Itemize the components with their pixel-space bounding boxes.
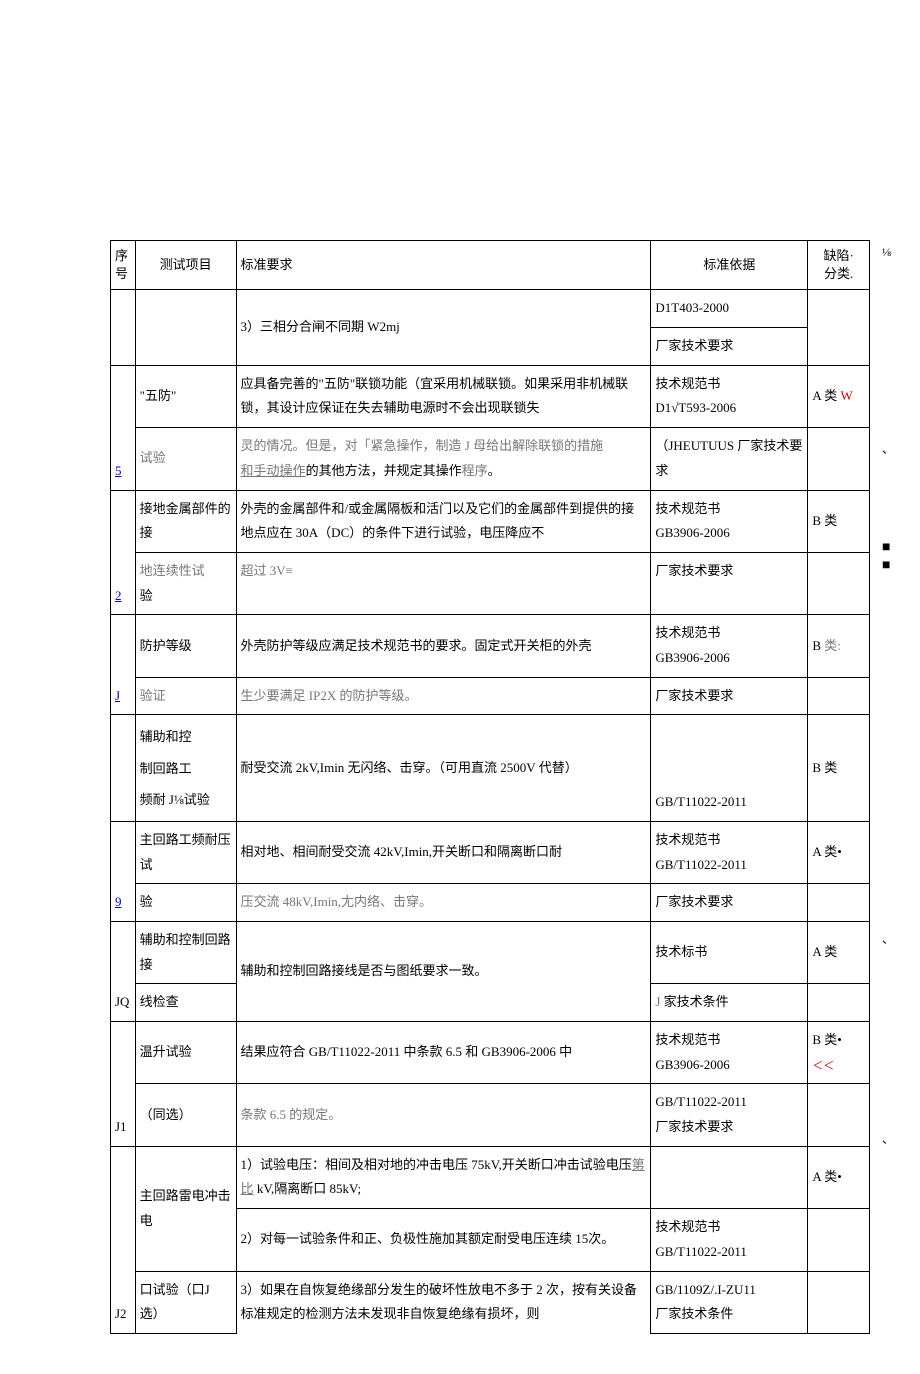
cell-req: 3）三相分合闸不同期 W2mj — [236, 290, 651, 365]
cell-basis — [651, 1146, 808, 1208]
cell-req: 辅助和控制回路接线是否与图纸要求一致。 — [236, 921, 651, 1021]
table-header-row: 序号 测试项目 标准要求 标准依据 缺陷· 分类. — [111, 241, 870, 290]
cell-req: 外壳的金属部件和/或金属隔板和活门以及它们的金属部件到提供的接地点应在 30A（… — [236, 490, 651, 552]
cell-basis: 技术规范书 GB3906-2006 — [651, 490, 808, 552]
cell-basis: J 家技术条件 — [651, 984, 808, 1022]
cell-item: 线检查 — [135, 984, 236, 1022]
cell-item: 验 — [135, 884, 236, 922]
cell-req: 压交流 48kV,Imin,尢内络、击穿。 — [236, 884, 651, 922]
cell-req: 耐受交流 2kV,Imin 无闪络、击穿。（可用直流 2500V 代替） — [236, 715, 651, 822]
cell-basis: 技术规范书 GB/T11022-2011 — [651, 1209, 808, 1271]
table-row: 试验 灵的情况。但是，对「紧急操作，制造 J 母给出解除联锁的措施 和手动操作的… — [111, 428, 870, 490]
seq-link: 2 — [115, 588, 122, 603]
table-row: 验证 生少要满足 IP2X 的防护等级。 厂家技术要求 — [111, 677, 870, 715]
cell-req: 1）试验电压：相间及相对地的冲击电压 75kV,开关断口冲击试验电压第比 kV,… — [236, 1146, 651, 1208]
cell-basis: 技术规范书 GB3906-2006 — [651, 1022, 808, 1084]
seq-link: J2 — [115, 1306, 127, 1321]
header-item: 测试项目 — [135, 241, 236, 290]
cell-basis: 厂家技术要求 — [651, 884, 808, 922]
cell-item: 温升试验 — [135, 1022, 236, 1084]
cell-item: 接地金属部件的接 — [135, 490, 236, 552]
cell-defect: A 类• — [808, 1146, 870, 1208]
cell-req: 条款 6.5 的规定。 — [236, 1084, 651, 1146]
cell-basis: （JHEUTUUS 厂家技术要求 — [651, 428, 808, 490]
table-row: JQ 辅助和控制回路接 辅助和控制回路接线是否与图纸要求一致。 技术标书 A 类 — [111, 921, 870, 983]
cell-defect: B 类: — [808, 615, 870, 677]
cell-basis: 技术标书 — [651, 921, 808, 983]
table-row: 验 压交流 48kV,Imin,尢内络、击穿。 厂家技术要求 — [111, 884, 870, 922]
cell-req: 生少要满足 IP2X 的防护等级。 — [236, 677, 651, 715]
cell-defect: A 类 W — [808, 365, 870, 427]
cell-basis: 技术规范书 GB3906-2006 — [651, 615, 808, 677]
cell-defect: A 类• — [808, 821, 870, 883]
cell-item: （同选） — [135, 1084, 236, 1146]
cell-req: 超过 3V≡ — [236, 552, 651, 614]
table-row: 口试验（口J 选） 3）如果在自恢复绝缘部分发生的破坏性放电不多于 2 次，按有… — [111, 1271, 870, 1333]
cell-basis: 技术规范书 GB/T11022-2011 — [651, 821, 808, 883]
cell-req: 3）如果在自恢复绝缘部分发生的破坏性放电不多于 2 次，按有关设备标准规定的检测… — [236, 1271, 651, 1333]
cell-basis: 厂家技术要求 — [651, 552, 808, 614]
cell-item: 地连续性试验 — [135, 552, 236, 614]
cell-item: 主回路雷电冲击电 — [135, 1146, 236, 1271]
cell-item: 辅助和控制回路工频耐 J⅛试验 — [135, 715, 236, 822]
cell-item: 口试验（口J 选） — [135, 1271, 236, 1333]
cell-basis: GB/T11022-2011 厂家技术要求 — [651, 1084, 808, 1146]
cell-req: 灵的情况。但是，对「紧急操作，制造 J 母给出解除联锁的措施 和手动操作的其他方… — [236, 428, 651, 490]
margin-mark: ⅛ — [882, 245, 891, 260]
cell-item: 验证 — [135, 677, 236, 715]
cell-defect: B 类• ＜＜ — [808, 1022, 870, 1084]
table-row: J 防护等级 外壳防护等级应满足技术规范书的要求。固定式开关柜的外壳 技术规范书… — [111, 615, 870, 677]
cell-defect: B 类 — [808, 490, 870, 552]
margin-mark: 、 — [882, 440, 894, 457]
cell-req: 结果应符合 GB/T11022-2011 中条款 6.5 和 GB3906-20… — [236, 1022, 651, 1084]
table-row: 2 接地金属部件的接 外壳的金属部件和/或金属隔板和活门以及它们的金属部件到提供… — [111, 490, 870, 552]
cell-item: 试验 — [135, 428, 236, 490]
cell-defect: B 类 — [808, 715, 870, 822]
cell-req: 外壳防护等级应满足技术规范书的要求。固定式开关柜的外壳 — [236, 615, 651, 677]
cell-item: 辅助和控制回路接 — [135, 921, 236, 983]
header-req: 标准要求 — [236, 241, 651, 290]
cell-item: 防护等级 — [135, 615, 236, 677]
header-seq: 序号 — [111, 241, 136, 290]
cell-basis: D1T403-2000 — [651, 290, 808, 328]
cell-item: "五防" — [135, 365, 236, 427]
seq-link: J — [115, 688, 120, 703]
seq-link: J1 — [115, 1119, 127, 1134]
cell-basis: GB/1109Z/.I-ZU11 厂家技术条件 — [651, 1271, 808, 1333]
cell-basis: 技术规范书 D1√T593-2006 — [651, 365, 808, 427]
margin-mark: ■ — [882, 540, 890, 556]
cell-defect: A 类 — [808, 921, 870, 983]
table-row: 辅助和控制回路工频耐 J⅛试验 耐受交流 2kV,Imin 无闪络、击穿。（可用… — [111, 715, 870, 822]
margin-mark: 、 — [882, 1130, 894, 1147]
table-row: J2 主回路雷电冲击电 1）试验电压：相间及相对地的冲击电压 75kV,开关断口… — [111, 1146, 870, 1208]
table-row: 地连续性试验 超过 3V≡ 厂家技术要求 — [111, 552, 870, 614]
table-row: （同选） 条款 6.5 的规定。 GB/T11022-2011 厂家技术要求 — [111, 1084, 870, 1146]
cell-basis: 厂家技术要求 — [651, 677, 808, 715]
table-row: 3）三相分合闸不同期 W2mj D1T403-2000 — [111, 290, 870, 328]
cell-req: 2）对每一试验条件和正、负极性施加其额定耐受电压连续 15次。 — [236, 1209, 651, 1271]
margin-mark: ■ — [882, 558, 890, 574]
seq-link: 9 — [115, 894, 122, 909]
table-row: 5 "五防" 应具备完善的"五防"联锁功能（宜采用机械联锁。如果采用非机械联锁，… — [111, 365, 870, 427]
cell-basis: GB/T11022-2011 — [651, 715, 808, 822]
seq-link: 5 — [115, 463, 122, 478]
header-basis: 标准依据 — [651, 241, 808, 290]
cell-req: 应具备完善的"五防"联锁功能（宜采用机械联锁。如果采用非机械联锁，其设计应保证在… — [236, 365, 651, 427]
cell-basis: 厂家技术要求 — [651, 328, 808, 366]
cell-item: 主回路工频耐压试 — [135, 821, 236, 883]
table-row: 9 主回路工频耐压试 相对地、相间耐受交流 42kV,Imin,开关断口和隔离断… — [111, 821, 870, 883]
table-row: J1 温升试验 结果应符合 GB/T11022-2011 中条款 6.5 和 G… — [111, 1022, 870, 1084]
seq-link: JQ — [115, 994, 129, 1009]
spec-table: 序号 测试项目 标准要求 标准依据 缺陷· 分类. 3）三相分合闸不同期 W2m… — [110, 240, 870, 1334]
header-defect: 缺陷· 分类. — [808, 241, 870, 290]
cell-req: 相对地、相间耐受交流 42kV,Imin,开关断口和隔离断口耐 — [236, 821, 651, 883]
margin-mark: 、 — [882, 930, 894, 947]
